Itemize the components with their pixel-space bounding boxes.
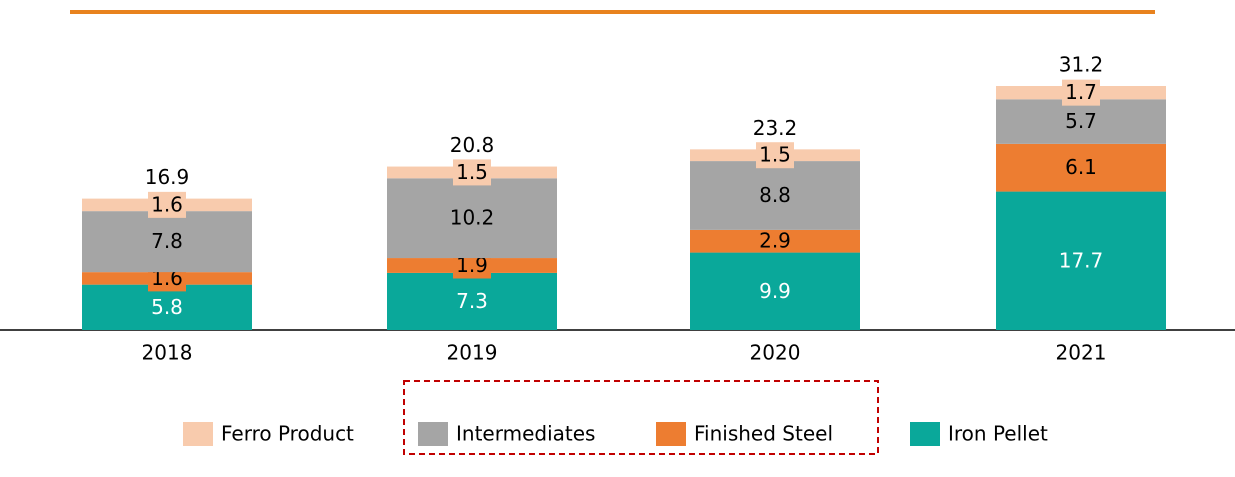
- data-label: 1.7: [1065, 80, 1097, 104]
- data-label: 17.7: [1059, 248, 1104, 272]
- data-label: 7.8: [151, 229, 183, 253]
- total-label: 16.9: [145, 165, 190, 189]
- bar-segment: [996, 191, 1166, 330]
- data-label: 8.8: [759, 183, 791, 207]
- x-tick-label: 2019: [447, 341, 498, 365]
- highlight-box: [403, 380, 879, 455]
- label-bg: [148, 191, 186, 218]
- legend-swatch: [910, 422, 940, 446]
- data-label: 6.1: [1065, 155, 1097, 179]
- legend-label: Iron Pellet: [948, 422, 1048, 446]
- bar-segment: [82, 211, 252, 273]
- label-bg: [453, 159, 491, 186]
- bar-segment: [387, 272, 557, 330]
- data-label: 1.6: [151, 192, 183, 216]
- bar-segment: [82, 284, 252, 330]
- data-label: 5.8: [151, 295, 183, 319]
- x-tick-label: 2021: [1056, 341, 1107, 365]
- legend-swatch: [418, 422, 448, 446]
- bar-segment: [690, 161, 860, 230]
- legend-label: Finished Steel: [694, 422, 833, 446]
- data-label: 10.2: [450, 206, 495, 230]
- total-label: 20.8: [450, 133, 495, 157]
- total-label: 23.2: [753, 116, 798, 140]
- bar-segment: [387, 178, 557, 259]
- bar-segment: [996, 99, 1166, 144]
- legend-label: Intermediates: [456, 422, 595, 446]
- data-label: 9.9: [759, 279, 791, 303]
- data-label: 1.5: [456, 160, 488, 184]
- bar-segment: [996, 143, 1166, 192]
- bar-segment: [690, 252, 860, 330]
- data-label: 2.9: [759, 229, 791, 253]
- data-label: 7.3: [456, 289, 488, 313]
- bar-segment: [690, 229, 860, 253]
- data-label: 5.7: [1065, 109, 1097, 133]
- label-bg: [1062, 79, 1100, 106]
- legend-label: Ferro Product: [221, 422, 354, 446]
- legend-swatch: [183, 422, 213, 446]
- x-tick-label: 2020: [750, 341, 801, 365]
- label-bg: [756, 142, 794, 169]
- legend-swatch: [656, 422, 686, 446]
- data-label: 1.5: [759, 143, 791, 167]
- x-tick-label: 2018: [142, 341, 193, 365]
- total-label: 31.2: [1059, 53, 1104, 77]
